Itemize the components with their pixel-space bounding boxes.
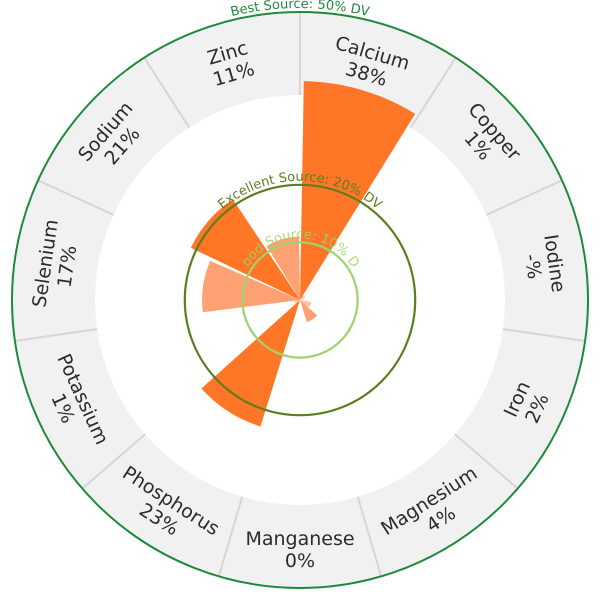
reference-ring-50 [11,11,589,589]
category-value: -% [520,253,545,281]
segment-divider [81,433,146,490]
bar-selenium[interactable] [202,260,300,313]
segment-divider [356,496,383,577]
reference-ring-10 [241,241,359,359]
bar-potassium[interactable] [294,300,300,304]
segment-divider [502,328,586,342]
bar-magnesium[interactable] [300,300,318,322]
category-name: Manganese [245,528,354,550]
bar-sodium[interactable] [190,199,300,300]
segment-divider [14,328,98,342]
reference-ring-20 [183,183,417,417]
bar-phosphorus[interactable] [201,300,300,427]
category-value: 0% [285,550,315,572]
segment-divider [486,179,563,216]
segment-divider [143,57,191,129]
bar-iron[interactable] [300,300,312,308]
segment-divider [217,496,244,577]
segment-divider [37,179,114,216]
segment-divider [409,57,457,129]
bar-calcium[interactable] [300,81,416,300]
segment-divider [454,433,519,490]
bar-zinc[interactable] [266,236,300,300]
bar-copper[interactable] [300,295,306,300]
